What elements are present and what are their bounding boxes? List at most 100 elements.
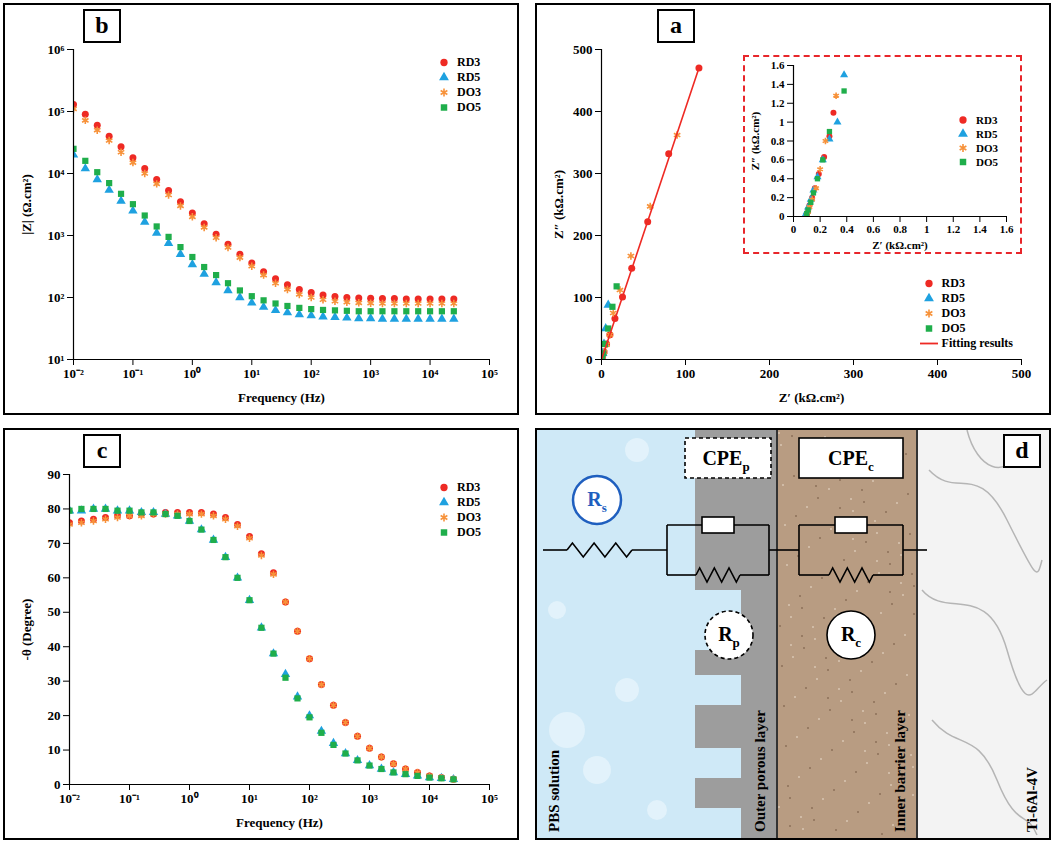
svg-text:Rp: Rp	[718, 623, 740, 650]
svg-text:500: 500	[1012, 366, 1032, 381]
svg-text:1.4: 1.4	[973, 223, 987, 235]
html-text:DO5: DO5	[941, 321, 966, 335]
svg-text:10⁵: 10⁵	[481, 366, 498, 381]
svg-text:300: 300	[844, 366, 864, 381]
svg-text:200: 200	[760, 366, 780, 381]
svg-text:10²: 10²	[301, 791, 318, 806]
html-text:c: c	[96, 437, 108, 463]
svg-text:70: 70	[48, 536, 61, 551]
svg-text:10³: 10³	[362, 366, 379, 381]
svg-text:0.2: 0.2	[813, 223, 827, 235]
svg-text:10⁵: 10⁵	[481, 791, 498, 806]
html-text:DO3: DO3	[941, 306, 966, 320]
html-text:DO5: DO5	[457, 525, 481, 539]
html-text:RD5: RD5	[941, 291, 965, 305]
html-text:DO5: DO5	[457, 100, 481, 114]
svg-text:10¹: 10¹	[241, 791, 258, 806]
svg-text:0.4: 0.4	[771, 172, 785, 184]
svg-text:10³: 10³	[361, 791, 378, 806]
svg-text:Rc: Rc	[841, 623, 861, 650]
svg-text:500: 500	[573, 42, 593, 57]
svg-text:20: 20	[48, 708, 61, 723]
svg-text:10⁻¹: 10⁻¹	[119, 791, 140, 806]
svg-text:Z″ (kΩ.cm²): Z″ (kΩ.cm²)	[749, 111, 762, 170]
svg-text:PBS solution: PBS solution	[546, 749, 562, 832]
svg-text:10¹: 10¹	[243, 366, 260, 381]
svg-text:60: 60	[48, 570, 61, 585]
html-text:RD5: RD5	[457, 70, 481, 84]
svg-text:50: 50	[48, 604, 61, 619]
svg-text:30: 30	[48, 673, 61, 688]
svg-text:0.2: 0.2	[771, 191, 785, 203]
html-text:DO5: DO5	[976, 155, 998, 168]
svg-text:0: 0	[791, 223, 797, 235]
svg-text:Ti-6Al-4V: Ti-6Al-4V	[1024, 767, 1040, 832]
svg-text:0.6: 0.6	[867, 223, 881, 235]
svg-text:Frequency (Hz): Frequency (Hz)	[236, 815, 323, 830]
svg-text:1.2: 1.2	[771, 97, 785, 109]
svg-text:400: 400	[928, 366, 948, 381]
svg-text:0: 0	[586, 352, 593, 367]
html-text:a: a	[670, 12, 682, 38]
svg-text:1.2: 1.2	[946, 223, 960, 235]
svg-text:0.8: 0.8	[771, 135, 785, 147]
svg-text:10³: 10³	[48, 228, 65, 243]
svg-text:100: 100	[573, 290, 593, 305]
svg-text:|Z| (Ω.cm²): |Z| (Ω.cm²)	[19, 174, 34, 234]
svg-text:Frequency (Hz): Frequency (Hz)	[238, 390, 325, 405]
svg-text:1: 1	[779, 116, 785, 128]
svg-text:10⁻¹: 10⁻¹	[122, 366, 143, 381]
html-text:RD3: RD3	[457, 480, 481, 494]
svg-text:Inner barrier layer: Inner barrier layer	[892, 710, 908, 832]
svg-text:10⁻²: 10⁻²	[59, 791, 80, 806]
svg-text:0.8: 0.8	[893, 223, 907, 235]
svg-text:0: 0	[779, 210, 785, 222]
svg-text:Z′ (kΩ.cm²): Z′ (kΩ.cm²)	[872, 239, 928, 252]
html-text:RD5: RD5	[457, 495, 481, 509]
svg-text:-θ (Degree): -θ (Degree)	[19, 599, 34, 661]
html-text:RD3: RD3	[457, 55, 481, 69]
svg-text:400: 400	[573, 104, 593, 119]
svg-text:Z″ (kΩ.cm²): Z″ (kΩ.cm²)	[551, 170, 566, 239]
svg-text:10⁰: 10⁰	[183, 366, 201, 381]
svg-text:Z′ (kΩ.cm²): Z′ (kΩ.cm²)	[779, 390, 845, 405]
svg-text:10²: 10²	[303, 366, 320, 381]
svg-text:Outer porous layer: Outer porous layer	[752, 710, 768, 832]
svg-text:300: 300	[573, 166, 593, 181]
svg-text:10¹: 10¹	[48, 352, 65, 367]
svg-text:10⁵: 10⁵	[48, 104, 65, 119]
svg-text:1.4: 1.4	[771, 78, 785, 90]
svg-text:10⁴: 10⁴	[421, 791, 438, 806]
html-text:DO3: DO3	[457, 510, 481, 524]
html-text:b: b	[95, 12, 109, 38]
html-text:RD5: RD5	[976, 127, 998, 140]
svg-text:40: 40	[48, 639, 61, 654]
html-text:DO3: DO3	[976, 141, 998, 154]
html-text:DO3: DO3	[457, 85, 481, 99]
svg-text:10⁴: 10⁴	[422, 366, 439, 381]
svg-text:0: 0	[54, 777, 61, 792]
svg-text:10⁻²: 10⁻²	[63, 366, 84, 381]
svg-text:10⁰: 10⁰	[181, 791, 199, 806]
svg-text:0.4: 0.4	[840, 223, 854, 235]
svg-text:CPEp: CPEp	[702, 447, 749, 474]
html-text:Fitting results: Fitting results	[941, 336, 1013, 350]
html-text:d: d	[1015, 437, 1029, 463]
svg-text:200: 200	[573, 228, 593, 243]
svg-text:100: 100	[676, 366, 696, 381]
svg-text:10⁶: 10⁶	[48, 42, 65, 57]
svg-text:10²: 10²	[48, 290, 65, 305]
svg-text:1.6: 1.6	[771, 59, 785, 71]
svg-text:10⁴: 10⁴	[48, 166, 65, 181]
svg-text:Rs: Rs	[587, 488, 607, 515]
svg-text:1: 1	[924, 223, 930, 235]
html-text:RD3: RD3	[941, 276, 965, 290]
html-text:RD3: RD3	[976, 113, 998, 126]
svg-text:80: 80	[48, 501, 61, 516]
svg-text:10: 10	[48, 742, 61, 757]
svg-text:1.6: 1.6	[1000, 223, 1014, 235]
svg-text:CPEc: CPEc	[828, 447, 874, 474]
svg-text:0: 0	[598, 366, 605, 381]
svg-text:0.6: 0.6	[771, 153, 785, 165]
svg-text:90: 90	[48, 467, 61, 482]
